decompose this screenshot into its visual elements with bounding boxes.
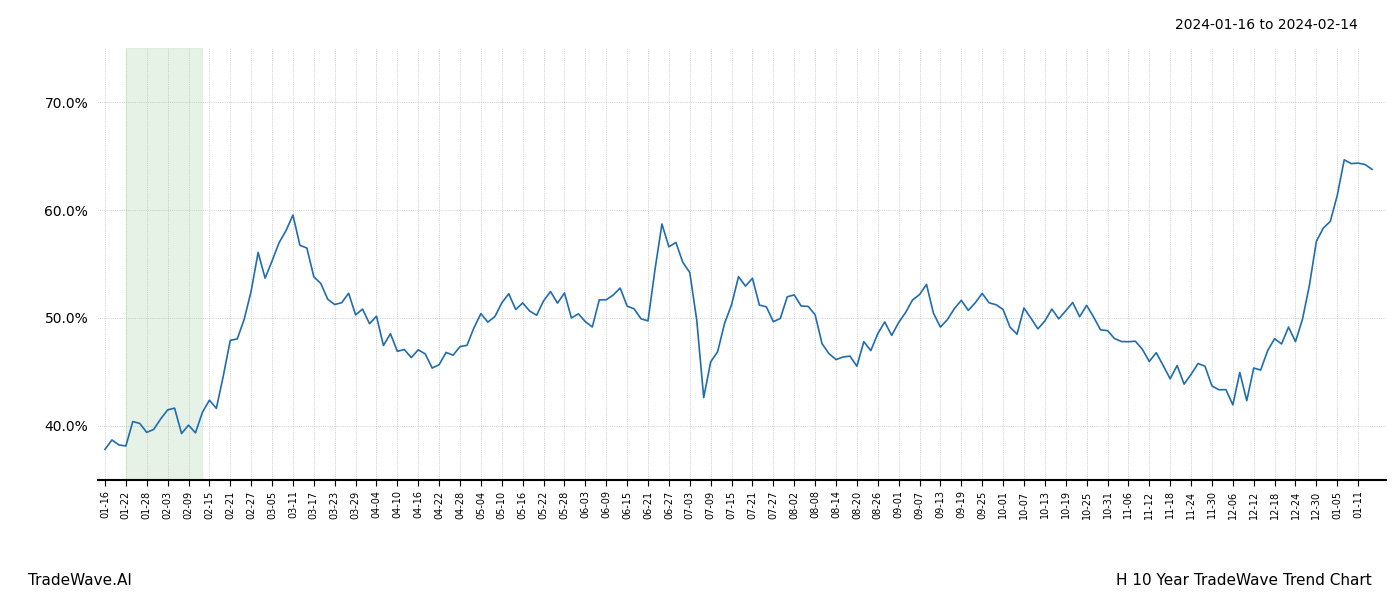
- Text: 2024-01-16 to 2024-02-14: 2024-01-16 to 2024-02-14: [1175, 18, 1358, 32]
- Bar: [126, 48, 203, 480]
- Text: H 10 Year TradeWave Trend Chart: H 10 Year TradeWave Trend Chart: [1116, 573, 1372, 588]
- Text: TradeWave.AI: TradeWave.AI: [28, 573, 132, 588]
